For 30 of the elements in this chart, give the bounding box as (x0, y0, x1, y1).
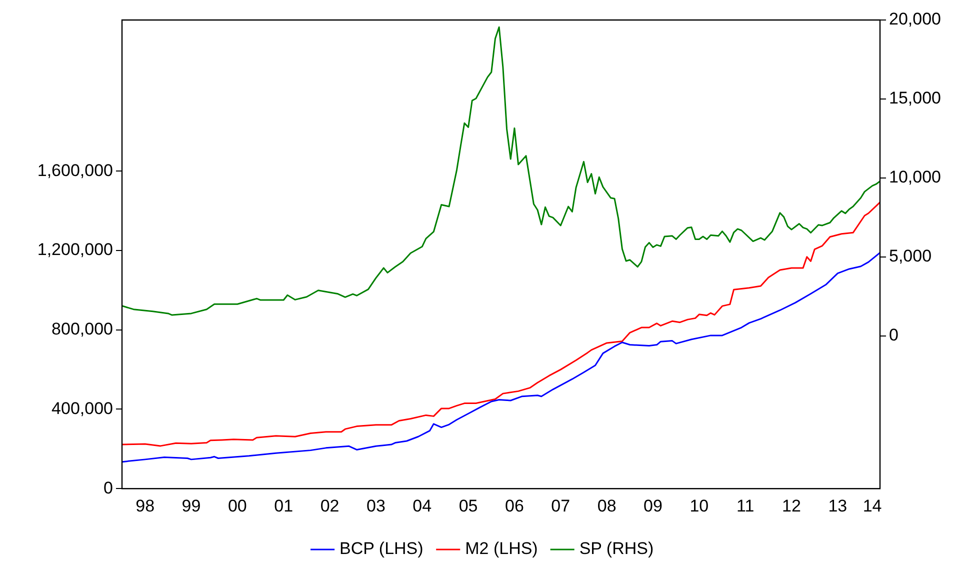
x-tick-label: 10 (690, 496, 709, 516)
x-tick-label: 09 (644, 496, 662, 516)
x-tick-label: 11 (736, 496, 754, 516)
y2-tick-label: 10,000 (889, 168, 941, 187)
x-tick-label: 05 (458, 496, 478, 516)
x-tick-label: 03 (366, 496, 386, 516)
x-tick-label: 13 (828, 496, 848, 516)
y2-tick-label: 15,000 (889, 88, 941, 108)
legend-label: M2 (LHS) (465, 539, 538, 558)
y-tick-label: 0 (104, 478, 113, 498)
x-tick-label: 12 (782, 496, 801, 516)
x-tick-label: 07 (551, 496, 570, 516)
x-tick-label: 99 (182, 496, 201, 516)
x-tick-label: 06 (505, 496, 524, 516)
x-tick-label: 01 (274, 496, 294, 516)
legend-label: SP (RHS) (579, 539, 654, 558)
legend-label: BCP (LHS) (340, 539, 424, 558)
y-tick-label: 400,000 (52, 398, 113, 418)
x-tick-label: 00 (228, 496, 247, 516)
y2-tick-label: 0 (889, 326, 898, 345)
y-tick-label: 1,200,000 (37, 240, 113, 260)
x-tick-label: 02 (320, 496, 340, 516)
x-tick-label: 14 (862, 496, 882, 516)
y-tick-label: 800,000 (52, 320, 113, 339)
y2-tick-label: 5,000 (889, 246, 932, 266)
x-tick-label: 08 (597, 496, 616, 516)
x-tick-label: 98 (136, 496, 155, 516)
y2-tick-label: 20,000 (889, 10, 941, 29)
y-tick-label: 1,600,000 (37, 160, 113, 180)
x-tick-label: 04 (412, 496, 432, 516)
